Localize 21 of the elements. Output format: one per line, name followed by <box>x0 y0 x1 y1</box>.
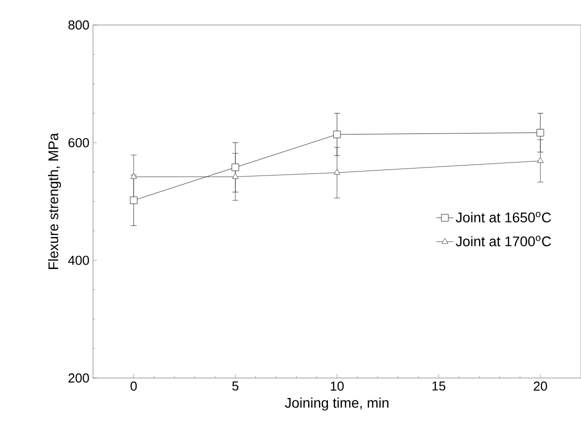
point <box>333 130 341 138</box>
y-axis-title: Flexure strength, MPa <box>48 132 62 269</box>
x-tick-label: 20 <box>534 382 548 391</box>
x-tick-label: 15 <box>432 382 446 391</box>
y-tick-label: 400 <box>68 256 89 265</box>
legend-label: Joint at 1700$^{o}$C <box>456 236 551 246</box>
x-tick-label: 10 <box>330 382 344 391</box>
point <box>130 196 138 204</box>
x-tick-label: 0 <box>130 382 137 391</box>
point <box>232 173 239 179</box>
y-tick-label: 800 <box>68 20 89 30</box>
x-axis-title: Joining time, min <box>284 398 388 411</box>
y-tick-label: 600 <box>68 138 89 148</box>
x-tick-label: 5 <box>232 382 238 391</box>
point <box>130 173 137 179</box>
point <box>334 168 340 175</box>
point <box>232 164 240 172</box>
point <box>537 157 544 163</box>
y-tick-label: 200 <box>68 373 89 383</box>
point <box>536 128 544 136</box>
legend-label: Joint at 1650$^{o}$C <box>456 212 551 222</box>
